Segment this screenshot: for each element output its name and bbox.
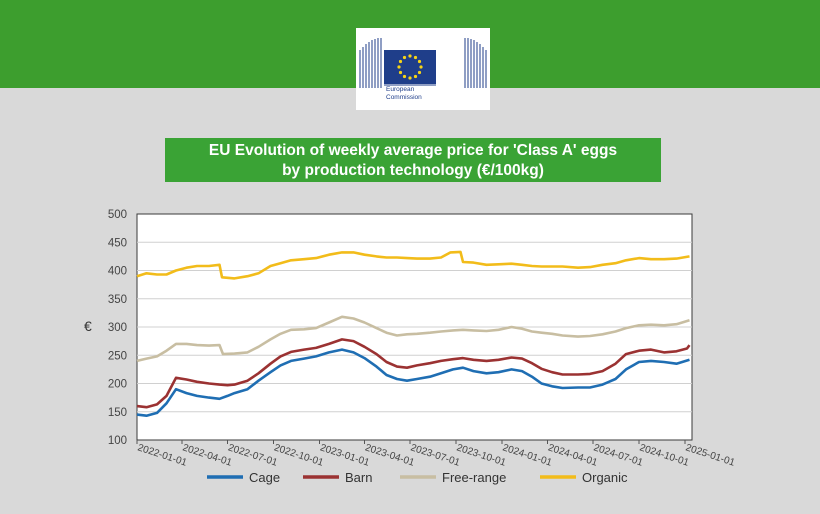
y-axis-label: € xyxy=(84,318,92,334)
x-tick-label: 2024-07-01 xyxy=(592,442,644,468)
eu-stars-icon xyxy=(397,54,423,80)
y-tick-label: 450 xyxy=(108,237,127,249)
x-tick-label: 2025-01-01 xyxy=(684,442,736,468)
y-tick-label: 150 xyxy=(108,407,127,419)
chart-title-line-2: by production technology (€/100kg) xyxy=(282,162,544,179)
x-tick-label: 2024-01-01 xyxy=(501,442,553,468)
chart-title: EU Evolution of weekly average price for… xyxy=(165,138,661,182)
legend-label: Free-range xyxy=(442,470,506,485)
x-tick-label: 2023-07-01 xyxy=(409,442,461,468)
x-tick-label: 2022-01-01 xyxy=(136,442,188,468)
x-tick-label: 2022-04-01 xyxy=(181,442,233,468)
x-tick-label: 2023-10-01 xyxy=(455,442,507,468)
y-tick-label: 300 xyxy=(108,322,127,334)
y-tick-label: 500 xyxy=(108,209,127,221)
series-line-barn xyxy=(136,338,691,409)
series-line-free-range xyxy=(136,315,690,363)
chart-area: 100 150 200 250 300 350 400 450 500 2022-01-01 20… xyxy=(0,200,820,500)
y-tick-label: 100 xyxy=(108,435,127,447)
legend-label: Cage xyxy=(249,470,280,485)
x-tick-label: 2023-01-01 xyxy=(319,442,371,468)
y-tick-label: 400 xyxy=(108,266,127,278)
european-commission-logo: European Commission xyxy=(356,28,490,110)
x-tick-label: 2022-07-01 xyxy=(227,442,279,468)
y-tick-label: 350 xyxy=(108,294,127,306)
logo-line-1: European xyxy=(386,86,415,93)
commission-building-icon xyxy=(359,38,487,88)
x-tick-label: 2022-10-01 xyxy=(273,442,325,468)
x-tick-label: 2024-04-01 xyxy=(547,442,599,468)
legend-label: Organic xyxy=(582,470,628,485)
x-tick-label: 2024-10-01 xyxy=(638,442,690,468)
logo-line-2: Commission xyxy=(386,93,422,101)
chart-title-line-1: EU Evolution of weekly average price for… xyxy=(208,142,618,159)
series-line-cage xyxy=(136,348,690,417)
x-tick-label: 2023-04-01 xyxy=(364,442,416,468)
y-tick-label: 200 xyxy=(108,379,127,391)
y-tick-label: 250 xyxy=(108,350,127,362)
series-line-organic xyxy=(136,250,690,280)
legend-label: Barn xyxy=(345,470,372,485)
